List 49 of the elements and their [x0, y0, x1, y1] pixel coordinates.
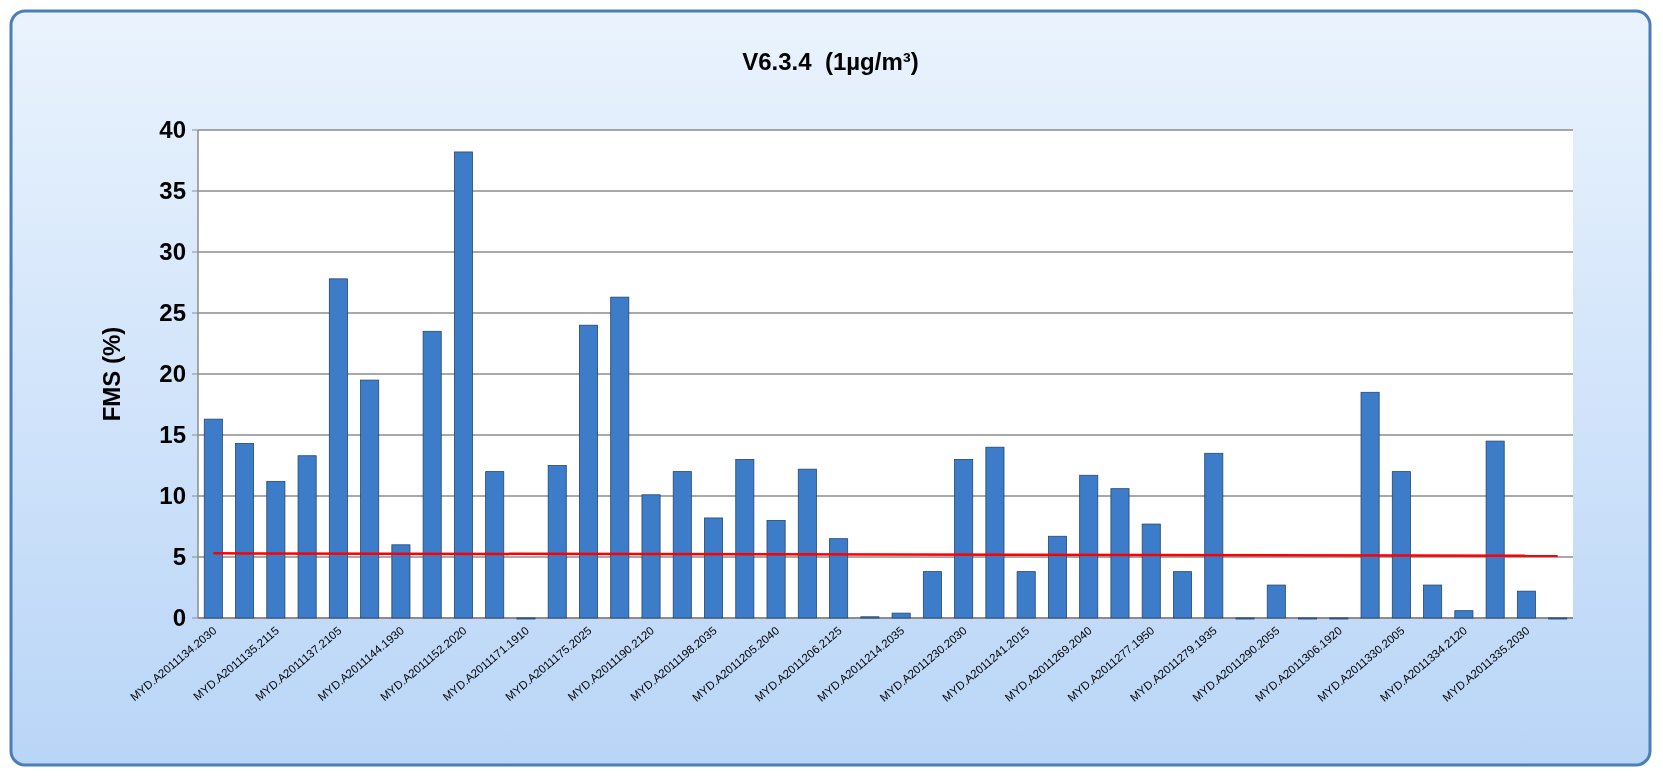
bar — [1047, 535, 1067, 619]
bar — [954, 459, 974, 619]
bar — [1391, 471, 1411, 619]
bar — [453, 151, 473, 619]
bar — [922, 571, 942, 619]
bar — [422, 330, 442, 619]
y-tick-label: 25 — [159, 299, 186, 327]
y-tick-label: 0 — [172, 604, 186, 632]
y-tick-label: 20 — [159, 360, 186, 388]
bar — [610, 296, 630, 619]
bar — [766, 520, 786, 619]
bar — [704, 517, 724, 619]
bar — [1423, 584, 1443, 619]
bar — [1204, 452, 1224, 619]
y-tick-label: 15 — [159, 421, 186, 449]
bar — [485, 471, 505, 619]
bar — [1360, 391, 1380, 619]
y-axis-title: FMS (%) — [98, 326, 125, 422]
bar — [203, 418, 223, 619]
chart-title: V6.3.4 (1µg/m³) — [742, 48, 919, 75]
bar — [1079, 474, 1099, 619]
bar — [360, 379, 380, 619]
bar — [235, 443, 255, 619]
bar — [829, 538, 849, 619]
bar — [672, 471, 692, 619]
bar — [735, 459, 755, 619]
bar — [1141, 523, 1161, 619]
y-tick-label: 5 — [172, 543, 186, 571]
bar — [391, 544, 411, 619]
y-tick-label: 30 — [159, 238, 186, 266]
y-tick-label: 10 — [159, 482, 186, 510]
bar — [266, 480, 286, 619]
bar — [1485, 440, 1505, 619]
bar — [1016, 571, 1036, 619]
bar — [1516, 590, 1536, 619]
bar — [1266, 584, 1286, 619]
bar — [547, 465, 567, 619]
bar — [985, 446, 1005, 619]
y-tick-label: 35 — [159, 177, 186, 205]
bar — [891, 612, 911, 619]
bar — [797, 468, 817, 619]
bar — [1110, 488, 1130, 619]
bar — [1454, 610, 1474, 619]
bar — [297, 455, 317, 619]
y-tick-label: 40 — [159, 116, 186, 144]
bar — [1173, 571, 1192, 619]
bar — [641, 494, 661, 619]
bar — [328, 278, 348, 619]
bar — [579, 324, 598, 619]
